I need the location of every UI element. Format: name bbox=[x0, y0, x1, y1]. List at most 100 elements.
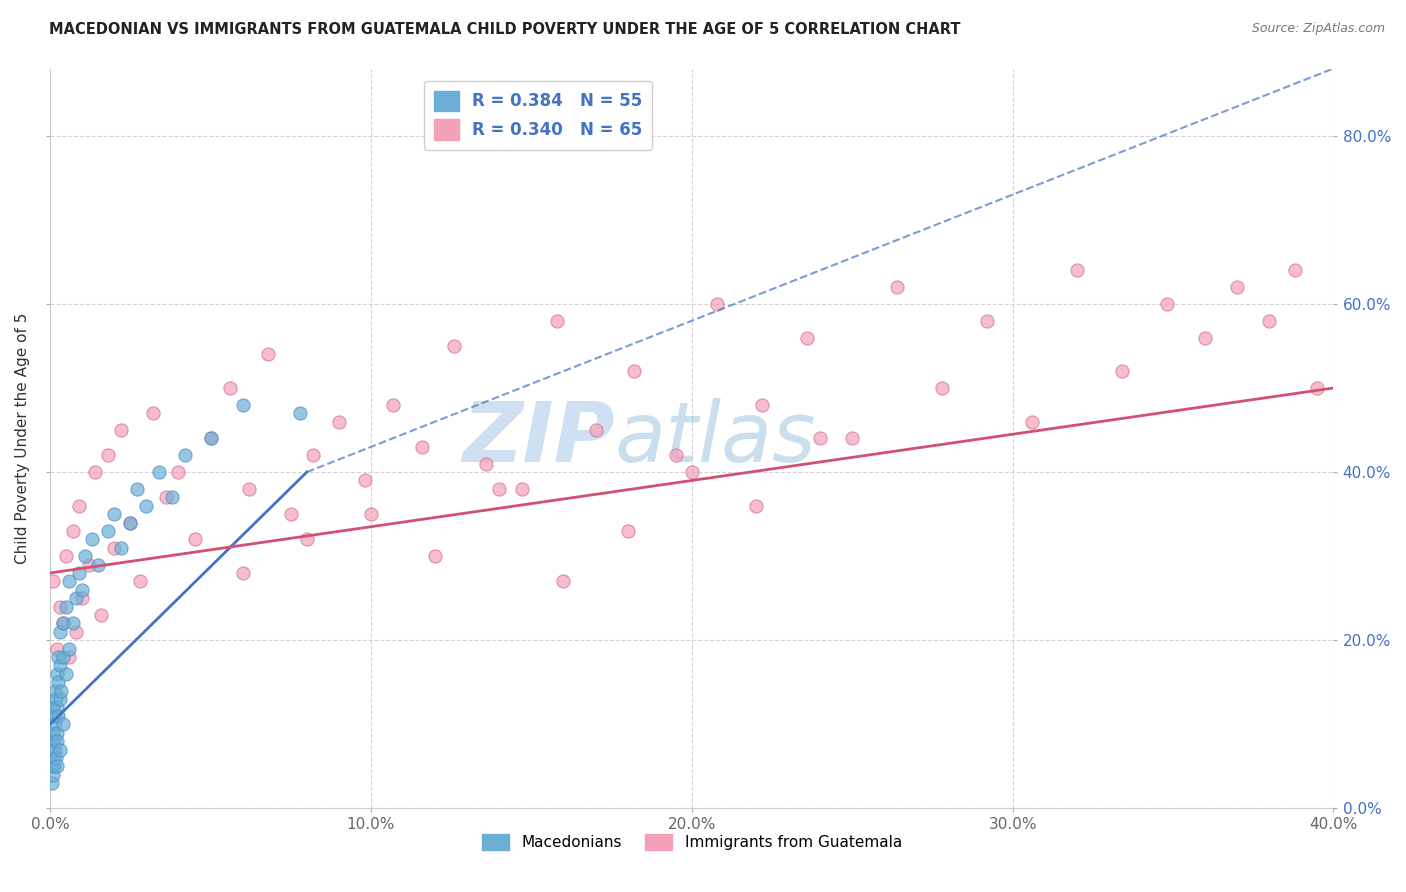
Point bbox=[52, 616, 75, 631]
Point bbox=[665, 448, 688, 462]
Point bbox=[796, 330, 818, 344]
Point bbox=[931, 381, 953, 395]
Point bbox=[48, 650, 70, 665]
Point bbox=[353, 474, 375, 488]
Point bbox=[706, 297, 728, 311]
Point bbox=[1021, 415, 1043, 429]
Point bbox=[103, 541, 125, 555]
Point bbox=[46, 734, 69, 748]
Point bbox=[97, 448, 120, 462]
Point bbox=[44, 717, 66, 731]
Point bbox=[62, 524, 84, 538]
Point bbox=[411, 440, 433, 454]
Text: ZIP: ZIP bbox=[463, 398, 614, 479]
Point bbox=[75, 549, 97, 563]
Point bbox=[97, 524, 120, 538]
Point bbox=[1156, 297, 1178, 311]
Point bbox=[110, 423, 132, 437]
Legend: R = 0.384   N = 55, R = 0.340   N = 65: R = 0.384 N = 55, R = 0.340 N = 65 bbox=[423, 80, 652, 150]
Point bbox=[65, 624, 87, 639]
Point bbox=[55, 666, 77, 681]
Point bbox=[44, 683, 66, 698]
Point bbox=[45, 692, 67, 706]
Point bbox=[302, 448, 325, 462]
Point bbox=[328, 415, 350, 429]
Point bbox=[51, 683, 73, 698]
Point bbox=[280, 507, 302, 521]
Point bbox=[45, 666, 67, 681]
Point bbox=[488, 482, 510, 496]
Point bbox=[87, 558, 110, 572]
Point bbox=[1284, 263, 1306, 277]
Point bbox=[475, 457, 498, 471]
Point bbox=[616, 524, 638, 538]
Point bbox=[360, 507, 382, 521]
Point bbox=[67, 499, 90, 513]
Point bbox=[70, 582, 93, 597]
Point bbox=[84, 465, 107, 479]
Point bbox=[1306, 381, 1329, 395]
Point bbox=[44, 742, 66, 756]
Point bbox=[58, 574, 80, 589]
Point bbox=[290, 406, 312, 420]
Point bbox=[751, 398, 773, 412]
Point bbox=[160, 491, 183, 505]
Point bbox=[41, 759, 63, 773]
Point bbox=[49, 658, 72, 673]
Point bbox=[443, 339, 465, 353]
Point bbox=[681, 465, 703, 479]
Point bbox=[62, 616, 84, 631]
Point bbox=[49, 599, 72, 614]
Point bbox=[135, 499, 157, 513]
Point bbox=[382, 398, 405, 412]
Point bbox=[745, 499, 768, 513]
Point bbox=[52, 717, 75, 731]
Text: MACEDONIAN VS IMMIGRANTS FROM GUATEMALA CHILD POVERTY UNDER THE AGE OF 5 CORRELA: MACEDONIAN VS IMMIGRANTS FROM GUATEMALA … bbox=[49, 22, 960, 37]
Point bbox=[623, 364, 645, 378]
Point bbox=[510, 482, 533, 496]
Point bbox=[120, 516, 142, 530]
Point bbox=[1111, 364, 1133, 378]
Point bbox=[42, 759, 65, 773]
Point bbox=[42, 700, 65, 714]
Point bbox=[41, 734, 63, 748]
Point bbox=[44, 709, 66, 723]
Point bbox=[58, 650, 80, 665]
Point bbox=[200, 432, 222, 446]
Point bbox=[46, 675, 69, 690]
Point bbox=[173, 448, 195, 462]
Point bbox=[44, 734, 66, 748]
Point bbox=[257, 347, 280, 361]
Text: atlas: atlas bbox=[614, 398, 817, 479]
Point bbox=[218, 381, 240, 395]
Point bbox=[45, 725, 67, 739]
Point bbox=[1066, 263, 1088, 277]
Point bbox=[1194, 330, 1216, 344]
Point bbox=[103, 507, 125, 521]
Point bbox=[52, 616, 75, 631]
Point bbox=[183, 533, 205, 547]
Point bbox=[42, 768, 65, 782]
Point bbox=[232, 398, 254, 412]
Point bbox=[45, 751, 67, 765]
Point bbox=[167, 465, 190, 479]
Point bbox=[232, 566, 254, 580]
Point bbox=[49, 624, 72, 639]
Point bbox=[125, 482, 148, 496]
Point bbox=[90, 607, 112, 622]
Point bbox=[200, 432, 222, 446]
Point bbox=[77, 558, 100, 572]
Point bbox=[42, 751, 65, 765]
Point bbox=[155, 491, 177, 505]
Point bbox=[1258, 314, 1281, 328]
Point bbox=[49, 742, 72, 756]
Point bbox=[585, 423, 607, 437]
Point bbox=[45, 700, 67, 714]
Point bbox=[295, 533, 318, 547]
Point bbox=[41, 742, 63, 756]
Point bbox=[65, 591, 87, 606]
Point bbox=[45, 759, 67, 773]
Point bbox=[1226, 280, 1249, 294]
Point bbox=[52, 650, 75, 665]
Point bbox=[976, 314, 998, 328]
